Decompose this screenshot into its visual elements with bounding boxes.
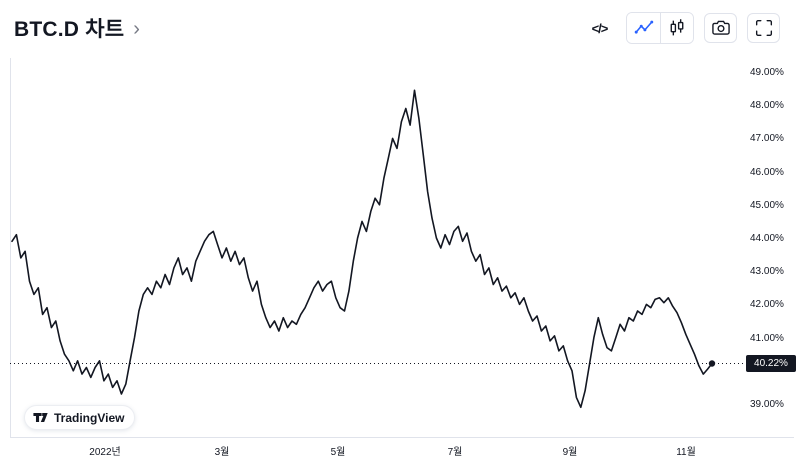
snapshot-button[interactable] xyxy=(704,13,737,43)
chart-type-switcher xyxy=(626,12,694,44)
y-axis-tick: 42.00% xyxy=(750,299,784,311)
y-axis-tick: 39.00% xyxy=(750,399,784,410)
tradingview-logo-icon xyxy=(33,412,48,423)
tradingview-logo-text: TradingView xyxy=(54,410,125,425)
camera-icon xyxy=(711,20,730,35)
x-axis-tick: 11월 xyxy=(676,447,696,458)
tradingview-attribution[interactable]: TradingView xyxy=(24,405,136,430)
y-axis-tick: 45.00% xyxy=(750,199,784,211)
y-axis-tick: 41.00% xyxy=(750,332,784,344)
y-axis-tick: 48.00% xyxy=(750,100,784,112)
embed-code-button[interactable]: </> xyxy=(583,13,616,43)
header: BTC.D 차트 › </> xyxy=(0,0,800,56)
fullscreen-button[interactable] xyxy=(747,13,780,43)
y-axis-tick: 44.00% xyxy=(750,233,784,244)
last-price-badge: 40.22% xyxy=(746,354,796,372)
fullscreen-icon xyxy=(755,19,772,37)
chart-title: BTC.D 차트 xyxy=(14,18,125,41)
x-axis-tick: 2022년 xyxy=(89,447,121,458)
y-axis-tick: 43.00% xyxy=(750,266,784,278)
chevron-right-icon: › xyxy=(133,18,140,40)
line-chart-icon xyxy=(634,20,653,34)
candlestick-icon xyxy=(670,19,684,36)
y-axis-tick: 47.00% xyxy=(750,133,784,145)
x-axis-tick: 5월 xyxy=(330,447,346,458)
toolbar: </> xyxy=(583,12,780,44)
symbol-title-link[interactable]: BTC.D 차트 › xyxy=(14,13,140,43)
x-axis-tick: 3월 xyxy=(214,447,230,458)
y-axis-tick: 49.00% xyxy=(750,67,784,78)
line-chart-button[interactable] xyxy=(627,13,660,43)
code-icon: </> xyxy=(591,20,609,36)
x-axis-tick: 9월 xyxy=(562,447,578,458)
candlestick-chart-button[interactable] xyxy=(660,13,693,43)
x-axis-tick: 7월 xyxy=(447,447,463,458)
y-axis-tick: 46.00% xyxy=(750,166,784,178)
